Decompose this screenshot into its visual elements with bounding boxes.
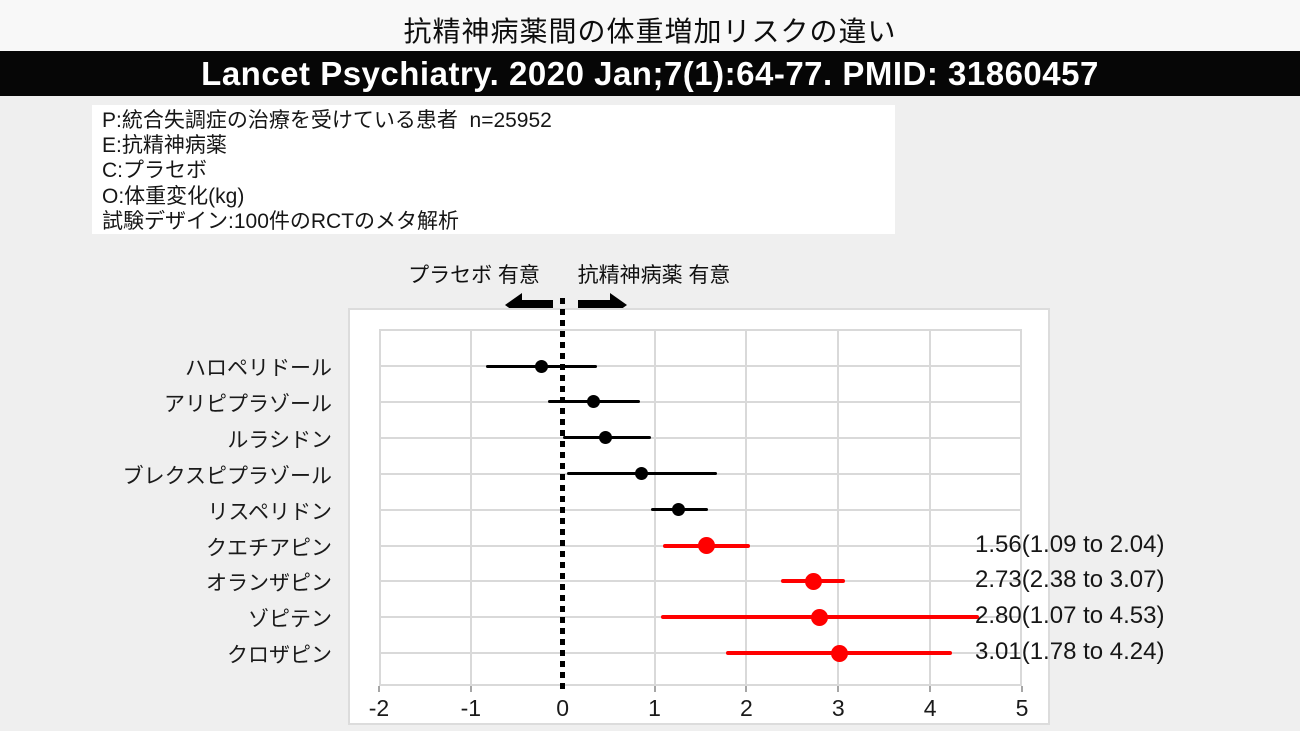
- horizontal-gridline: [379, 365, 1022, 367]
- chart-container: [348, 308, 1050, 725]
- x-tick-mark: [378, 686, 380, 692]
- peco-line: C:プラセボ: [102, 159, 207, 183]
- x-tick-label: 1: [648, 695, 661, 721]
- peco-line: P:統合失調症の治療を受けている患者 n=25952: [102, 109, 552, 132]
- forest-mean-marker: [535, 359, 549, 373]
- x-tick-mark: [929, 686, 932, 692]
- forest-mean-marker: [804, 572, 822, 590]
- citation-text: Lancet Psychiatry. 2020 Jan;7(1):64-77. …: [201, 54, 1099, 92]
- category-label: クロザピン: [227, 644, 332, 668]
- peco-box: P:統合失調症の治療を受けている患者 n=25952 E:抗精神病薬 C:プラセボ O…: [92, 105, 895, 234]
- forest-mean-marker: [599, 431, 613, 445]
- value-label: 3.01(1.78 to 4.24): [975, 638, 1165, 666]
- forest-mean-marker: [830, 644, 848, 662]
- horizontal-gridline: [379, 580, 1022, 583]
- vertical-gridline: [745, 329, 748, 686]
- value-label: 2.80(1.07 to 4.53): [975, 602, 1165, 630]
- forest-mean-marker: [697, 537, 715, 554]
- x-tick-mark: [745, 686, 748, 692]
- citation-banner: Lancet Psychiatry. 2020 Jan;7(1):64-77. …: [0, 51, 1300, 96]
- x-tick-label: 3: [831, 695, 845, 721]
- forest-mean-marker: [671, 503, 685, 517]
- page-title: 抗精神病薬間の体重増加リスクの違い: [403, 16, 897, 47]
- value-label: 2.73(2.38 to 3.07): [975, 566, 1165, 594]
- horizontal-gridline: [379, 400, 1022, 403]
- vertical-gridline: [837, 329, 840, 686]
- x-tick-label: 0: [556, 695, 570, 721]
- category-label: オランザピン: [206, 572, 332, 596]
- antipsychotic-direction-label: 抗精神病薬 有意: [577, 264, 731, 287]
- vertical-gridline: [653, 329, 656, 686]
- x-tick-mark: [469, 686, 472, 692]
- forest-mean-marker: [635, 467, 649, 481]
- right-arrow-shaft: [578, 300, 612, 311]
- category-label: ハロペリドール: [185, 357, 332, 380]
- plot-area: [379, 329, 1022, 686]
- x-tick-label: 5: [1015, 695, 1029, 721]
- category-label: ゾピテン: [248, 608, 332, 632]
- value-label: 1.56(1.09 to 2.04): [975, 530, 1165, 558]
- vertical-gridline: [469, 329, 472, 686]
- forest-mean-marker: [811, 608, 829, 626]
- x-tick-label: 2: [740, 695, 753, 721]
- forest-mean-marker: [586, 395, 600, 409]
- category-label: アリピプラゾール: [164, 392, 332, 416]
- x-tick-label: -2: [368, 695, 390, 721]
- x-tick-label: 4: [923, 695, 937, 721]
- left-arrow-shaft: [520, 300, 553, 311]
- horizontal-gridline: [379, 436, 1022, 439]
- category-label: ルラシドン: [227, 428, 332, 452]
- x-tick-mark: [1021, 686, 1023, 692]
- peco-line: E:抗精神病薬: [102, 134, 227, 158]
- title-strip: [0, 0, 1300, 51]
- x-tick-mark: [837, 686, 840, 692]
- category-label: クエチアピン: [206, 536, 332, 560]
- peco-line: O:体重変化(kg): [102, 184, 245, 208]
- placebo-direction-label: プラセボ 有意: [408, 264, 540, 287]
- x-tick-label: -1: [460, 695, 482, 721]
- horizontal-gridline: [379, 652, 1022, 655]
- vertical-gridline: [929, 329, 932, 686]
- x-tick-mark: [653, 686, 656, 692]
- category-label: リスペリドン: [207, 500, 332, 524]
- category-label: ブレクスピプラゾール: [122, 464, 332, 488]
- zero-reference-line: [560, 298, 566, 692]
- peco-line: 試験デザイン:100件のRCTのメタ解析: [102, 209, 460, 233]
